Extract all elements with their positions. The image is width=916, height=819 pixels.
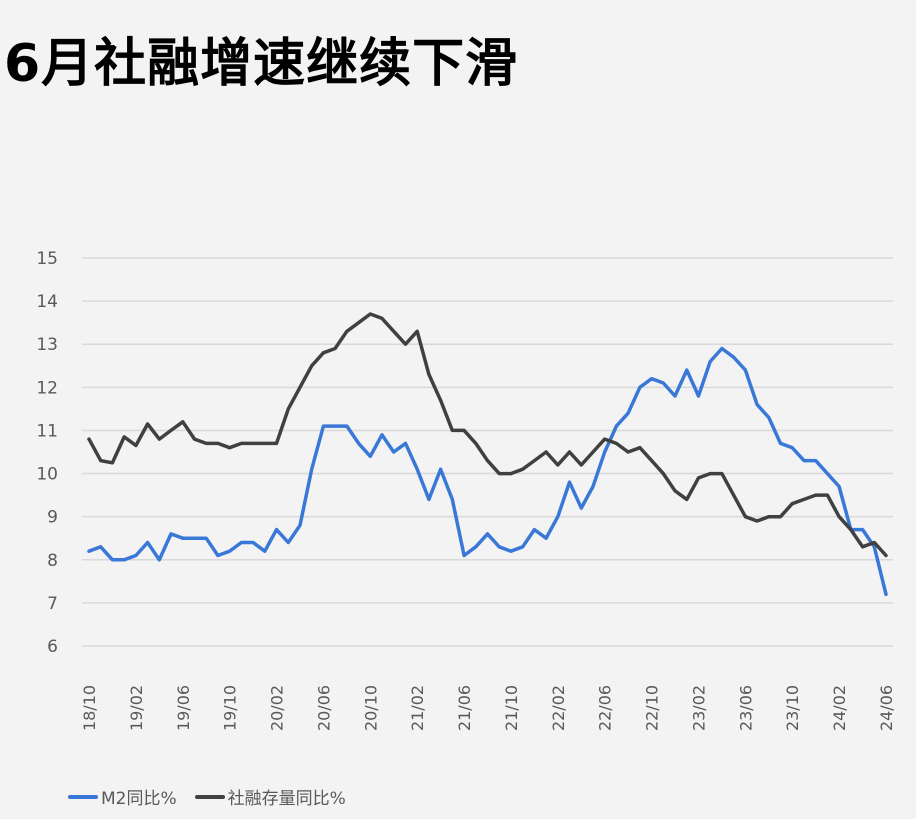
legend-label-social-financing: 社融存量同比%	[227, 789, 346, 809]
y-tick-label: 8	[47, 551, 58, 571]
x-tick-label: 21/10	[502, 685, 521, 731]
y-tick-label: 13	[36, 335, 58, 355]
legend-item-m2[interactable]: M2同比%	[68, 784, 177, 809]
y-tick-label: 15	[36, 249, 58, 269]
y-tick-label: 6	[47, 637, 58, 657]
y-tick-label: 12	[36, 378, 58, 398]
m2-line-swatch-icon	[68, 794, 98, 799]
x-tick-label: 19/02	[127, 685, 146, 731]
x-tick-label: 20/06	[314, 685, 333, 731]
chart-title: 6月社融增速继续下滑	[4, 34, 519, 94]
legend: M2同比% 社融存量同比%	[68, 784, 364, 809]
x-tick-label: 19/10	[221, 685, 240, 731]
y-tick-label: 10	[36, 465, 58, 485]
y-tick-label: 9	[47, 508, 58, 528]
x-tick-label: 20/02	[268, 685, 287, 731]
m2-series-line	[87, 346, 888, 597]
x-tick-label: 19/06	[174, 685, 193, 731]
y-tick-label: 14	[36, 292, 58, 312]
x-tick-label: 23/10	[783, 685, 802, 731]
social-financing-series-line	[87, 312, 888, 558]
x-tick-label: 24/06	[877, 685, 896, 731]
social-financing-line-swatch-icon	[194, 794, 225, 799]
x-tick-label: 22/06	[596, 685, 615, 731]
y-tick-label: 11	[36, 421, 58, 441]
x-axis-ticks: 18/10 19/02 19/06 19/10 20/02 20/06 20/10 21/02…	[80, 685, 896, 731]
gridlines	[82, 257, 893, 647]
x-tick-label: 23/02	[689, 685, 708, 731]
y-tick-label: 7	[47, 594, 58, 614]
x-tick-label: 21/06	[455, 685, 474, 731]
x-tick-label: 22/10	[643, 685, 662, 731]
x-tick-label: 21/02	[408, 685, 427, 731]
legend-item-social-financing[interactable]: 社融存量同比%	[194, 784, 346, 809]
x-tick-label: 22/02	[549, 685, 568, 731]
x-tick-label: 24/02	[830, 685, 849, 731]
x-tick-label: 23/06	[736, 685, 755, 731]
x-tick-label: 18/10	[80, 685, 99, 731]
series-lines	[87, 312, 888, 597]
y-axis-ticks: 15 14 13 12 11 10 9 8 7 6	[36, 249, 58, 657]
legend-label-m2: M2同比%	[101, 789, 177, 809]
x-tick-label: 20/10	[361, 685, 380, 731]
